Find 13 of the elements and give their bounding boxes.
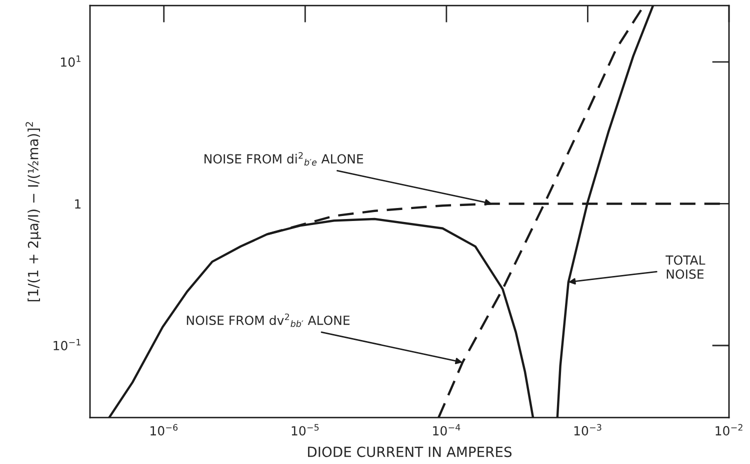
y-tick-label: 10$^{1}$	[61, 55, 80, 67]
y-tick-label: 10$^{−1}$	[54, 338, 80, 350]
annotation: NOISE FROM di$^{2}$$_{b′e}$ ALONE	[204, 152, 364, 166]
x-axis-title: DIODE CURRENT IN AMPERES	[308, 446, 512, 458]
y-tick-label: 1	[75, 199, 81, 208]
x-tick-label: 10$^{−5}$	[292, 424, 319, 436]
x-tick-label: 10$^{−3}$	[574, 424, 602, 436]
x-tick-label: 10$^{−2}$	[716, 424, 742, 436]
annotation: TOTAL NOISE	[666, 255, 706, 279]
x-tick-label: 10$^{−6}$	[150, 424, 178, 436]
annotation: NOISE FROM dv$^{2}$$_{bb′}$ ALONE	[186, 314, 350, 328]
y-axis-title: [1/(1 + 2μa/I) − I/(½ma)]$^{2}$	[26, 122, 42, 302]
x-tick-label: 10$^{−4}$	[433, 424, 460, 436]
